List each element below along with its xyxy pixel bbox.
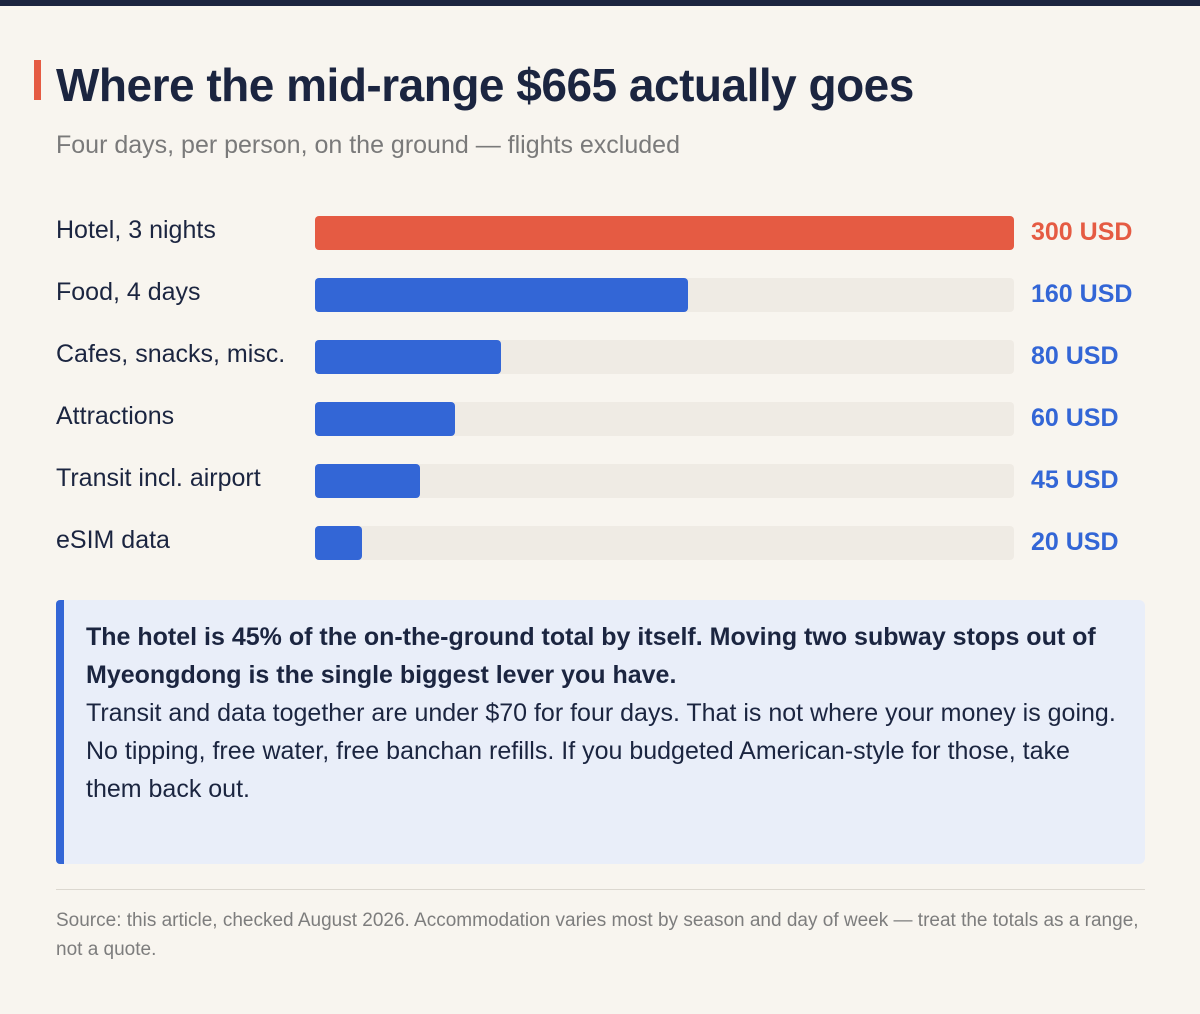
page-subtitle: Four days, per person, on the ground — f…: [56, 131, 680, 159]
callout-text: The hotel is 45% of the on-the-ground to…: [86, 618, 1126, 808]
value-label: 20 USD: [1031, 528, 1119, 556]
bar: [315, 526, 362, 560]
bar: [315, 402, 455, 436]
callout-line-2: Transit and data together are under $70 …: [86, 699, 1116, 727]
bar: [315, 340, 502, 374]
category-label: Hotel, 3 nights: [56, 216, 216, 244]
title-accent-bar: [34, 60, 41, 100]
bar-track: [315, 216, 1014, 250]
category-label: Food, 4 days: [56, 278, 201, 306]
callout-line-3: No tipping, free water, free banchan ref…: [86, 737, 1070, 803]
value-label: 80 USD: [1031, 342, 1119, 370]
bar: [315, 216, 1014, 250]
bar-track: [315, 464, 1014, 498]
callout-lead: The hotel is 45% of the on-the-ground to…: [86, 623, 1096, 689]
category-label: Attractions: [56, 402, 175, 430]
bar-row: Hotel, 3 nights 300 USD: [0, 200, 1200, 262]
bar: [315, 464, 420, 498]
bar-row: Cafes, snacks, misc. 80 USD: [0, 324, 1200, 386]
bar-row: Food, 4 days 160 USD: [0, 262, 1200, 324]
category-label: eSIM data: [56, 526, 170, 554]
category-label: Transit incl. airport: [56, 464, 261, 492]
bar-chart: Hotel, 3 nights 300 USD Food, 4 days 160 US…: [0, 200, 1200, 580]
source-note: Source: this article, checked August 202…: [56, 910, 1139, 960]
bar-row: Attractions 60 USD: [0, 386, 1200, 448]
footer-divider: [56, 889, 1145, 890]
value-label: 160 USD: [1031, 280, 1133, 308]
bar-track: [315, 340, 1014, 374]
bar-track: [315, 402, 1014, 436]
bar-row: Transit incl. airport 45 USD: [0, 448, 1200, 510]
value-label: 300 USD: [1031, 218, 1133, 246]
bar: [315, 278, 688, 312]
value-label: 60 USD: [1031, 404, 1119, 432]
value-label: 45 USD: [1031, 466, 1119, 494]
insight-callout: The hotel is 45% of the on-the-ground to…: [56, 600, 1145, 864]
bar-track: [315, 526, 1014, 560]
bar-row: eSIM data 20 USD: [0, 510, 1200, 572]
page-title: Where the mid-range $665 actually goes: [56, 59, 914, 111]
callout-accent-bar: [56, 600, 64, 864]
bar-track: [315, 278, 1014, 312]
top-rule: [0, 0, 1200, 6]
category-label: Cafes, snacks, misc.: [56, 340, 286, 368]
